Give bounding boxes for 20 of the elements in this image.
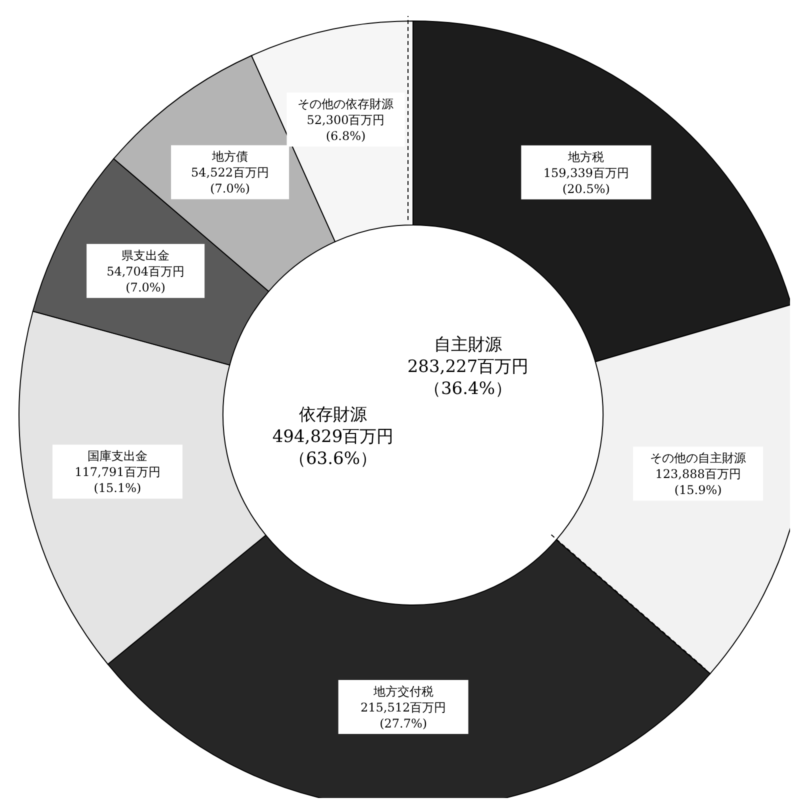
text: 依存財源 [299, 405, 367, 425]
slice-label: 地方債 [211, 150, 248, 164]
text: （63.6%） [288, 449, 378, 469]
slice-label: その他の依存財源 [298, 97, 394, 112]
slice-label: 地方交付税 [372, 684, 434, 698]
data-label: 54,522百万円 (7.0%) [191, 166, 270, 196]
data-label: 52,300百万円 (6.8%) [306, 113, 385, 144]
data-label: 54,704百万円 (7.0%) [106, 264, 185, 294]
slice-label: 国庫支出金 [87, 449, 148, 464]
data-label: 123,888百万円 (15.9%) [655, 467, 741, 498]
text: 283,227百万円 [407, 357, 529, 377]
slice-label: その他の自主財源 [650, 451, 746, 466]
slice-label: 県支出金 [122, 248, 170, 262]
data-label: 215,512百万円 (27.7%) [360, 700, 446, 730]
data-label: 117,791百万円 (15.1%) [74, 465, 160, 496]
text: （36.4%） [424, 379, 512, 399]
text: 自主財源 [434, 335, 502, 355]
data-label: 159,339百万円 (20.5%) [543, 166, 629, 196]
slice-label: 地方税 [567, 150, 604, 164]
text: 494,829百万円 [272, 427, 394, 447]
